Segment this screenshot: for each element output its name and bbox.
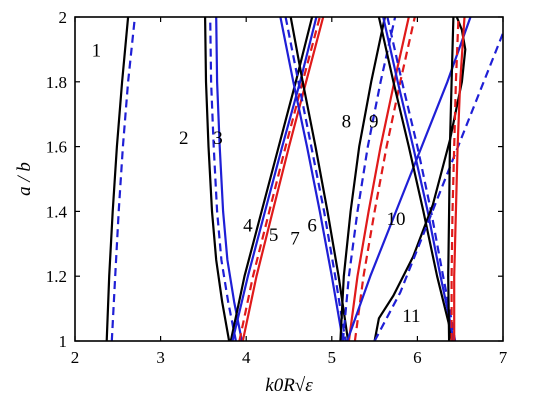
- series-black-solid-22: [447, 17, 455, 341]
- plot-frame: [74, 16, 504, 342]
- curve-label-8: 8: [342, 112, 352, 133]
- x-tick-label: 2: [71, 348, 80, 367]
- curve-label-6: 6: [307, 215, 317, 236]
- curve-label-7: 7: [290, 228, 300, 249]
- y-tick-label: 1.8: [46, 73, 67, 92]
- x-tick-label: 4: [242, 348, 251, 367]
- series-red-dashed-7: [238, 17, 321, 341]
- curve-label-1: 1: [92, 40, 102, 61]
- y-tick-label: 2: [59, 8, 68, 27]
- x-tick-label: 6: [413, 348, 422, 367]
- y-tick-label: 1.2: [46, 267, 67, 286]
- series-blue-solid-6: [231, 17, 318, 341]
- y-tick-label: 1.6: [46, 138, 67, 157]
- y-axis-title: a / b: [14, 162, 35, 196]
- curve-label-11: 11: [402, 306, 420, 327]
- curve-label-9: 9: [369, 112, 379, 133]
- series-blue-solid-9: [279, 17, 344, 341]
- series-black-solid-5: [229, 17, 314, 341]
- x-axis-title: k0R√ε: [265, 375, 313, 396]
- x-tick-label: 3: [156, 348, 165, 367]
- series-blue-dashed-1: [110, 17, 136, 341]
- curve-label-10: 10: [387, 209, 406, 230]
- series-blue-solid-4: [215, 17, 243, 341]
- series-black-solid-0: [105, 17, 130, 341]
- series-black-solid-11: [289, 17, 350, 341]
- series-blue-dashed-21: [373, 32, 503, 341]
- series-red-dashed-15: [353, 17, 416, 341]
- x-tick-label: 5: [328, 348, 337, 367]
- series-blue-dashed-3: [209, 17, 237, 341]
- curve-label-5: 5: [269, 225, 279, 246]
- curve-label-3: 3: [213, 128, 223, 149]
- series-blue-dashed-13: [341, 17, 397, 341]
- series-black-solid-12: [339, 17, 386, 341]
- y-tick-label: 1: [59, 332, 68, 351]
- series-black-solid-2: [204, 17, 231, 341]
- series-red-dashed-23: [450, 17, 460, 341]
- series-red-solid-8: [241, 17, 325, 341]
- curve-label-2: 2: [179, 128, 189, 149]
- y-tick-label: 1.4: [46, 202, 68, 221]
- series-red-solid-14: [347, 17, 410, 341]
- curve-label-4: 4: [243, 215, 253, 236]
- series-blue-solid-18: [382, 17, 455, 341]
- series-blue-dashed-10: [284, 17, 347, 341]
- x-tick-label: 7: [499, 348, 508, 367]
- series-red-solid-24: [453, 17, 466, 341]
